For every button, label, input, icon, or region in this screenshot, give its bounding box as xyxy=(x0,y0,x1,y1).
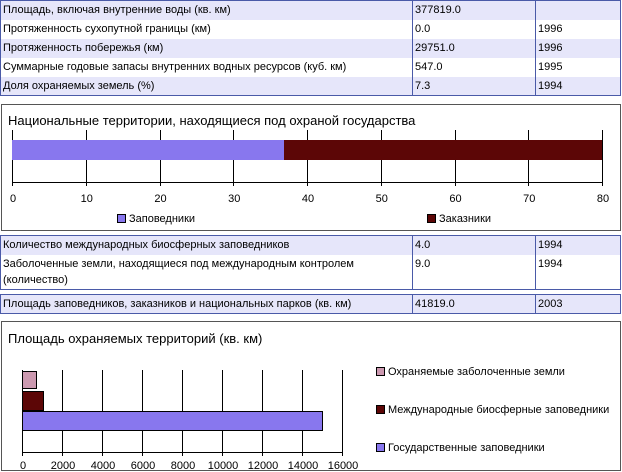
legend-item: Охраняемые заболоченные земли xyxy=(376,366,565,378)
tick-label: 80 xyxy=(596,193,610,205)
cell-value: 29751.0 xyxy=(412,38,536,58)
cell-value: 9.0 xyxy=(412,254,536,289)
tick-label: 0 xyxy=(19,460,27,472)
chart-title: Национальные территории, находящиеся под… xyxy=(8,113,416,128)
legend-item: Заказники xyxy=(427,213,491,225)
tick-label: 2000 xyxy=(50,460,76,472)
table-row: Количество международных биосферных запо… xyxy=(0,235,621,255)
table-row: Площадь, включая внутренние воды (кв. км… xyxy=(0,0,621,20)
tick-label: 50 xyxy=(375,193,388,205)
legend-label: Заповедники xyxy=(129,213,196,225)
legend-swatch xyxy=(376,443,385,452)
grid-line xyxy=(342,370,343,456)
legend-item: Международные биосферные заповедники xyxy=(376,404,609,416)
cell-label: Доля охраняемых земель (%) xyxy=(0,76,413,96)
legend-swatch xyxy=(117,214,126,223)
grid-line xyxy=(602,130,603,186)
tick-label: 70 xyxy=(523,193,536,205)
table-row: Площадь заповедников, заказников и нацио… xyxy=(0,294,621,314)
cell-year: 2003 xyxy=(535,294,621,314)
legend-label: Государственные заповедники xyxy=(388,442,545,454)
tick-label: 16000 xyxy=(327,460,359,472)
cell-year: 1996 xyxy=(535,38,621,58)
table-row: Протяженность побережья (км) 29751.0 1996 xyxy=(0,38,621,58)
tick-label: 60 xyxy=(449,193,462,205)
tick-label: 6000 xyxy=(130,460,156,472)
table-row: Заболоченные земли, находящиеся под межд… xyxy=(1,254,621,289)
cell-label: Количество международных биосферных запо… xyxy=(0,235,413,255)
legend-label: Охраняемые заболоченные земли xyxy=(388,366,565,378)
cell-year: 1994 xyxy=(535,235,621,255)
cell-year: 1996 xyxy=(535,19,621,39)
cell-label: Протяженность сухопутной границы (км) xyxy=(3,22,211,35)
legend-label: Международные биосферные заповедники xyxy=(388,404,610,416)
x-axis xyxy=(12,182,603,183)
cell-label: Площадь заповедников, заказников и нацио… xyxy=(0,294,413,314)
bar xyxy=(22,391,45,411)
cell-value: 41819.0 xyxy=(412,294,536,314)
tick-label: 0 xyxy=(9,193,17,205)
cell-year: 1994 xyxy=(535,76,621,96)
tick-label: 10 xyxy=(80,193,93,205)
protected-territories-chart: Национальные территории, находящиеся под… xyxy=(1,104,621,231)
cell-value: 547.0 xyxy=(412,57,536,77)
table-row: Доля охраняемых земель (%) 7.3 1994 xyxy=(0,76,621,96)
legend-label: Заказники xyxy=(439,213,492,225)
tick-label: 30 xyxy=(228,193,241,205)
table-row: Протяженность сухопутной границы (км) 0.0… xyxy=(1,19,621,39)
biosphere-table: Количество международных биосферных запо… xyxy=(0,235,621,290)
reserves-area-table: Площадь заповедников, заказников и нацио… xyxy=(0,294,621,314)
legend-item: Заповедники xyxy=(117,213,195,225)
tick-label: 8000 xyxy=(170,460,196,472)
cell-value: 0.0 xyxy=(412,19,536,39)
cell-year: 1994 xyxy=(535,254,621,289)
bar xyxy=(22,411,324,431)
legend-swatch xyxy=(427,214,436,223)
tick-label: 4000 xyxy=(90,460,116,472)
cell-label: Площадь, включая внутренние воды (кв. км… xyxy=(0,0,413,20)
table-row: Суммарные годовые запасы внутренних водн… xyxy=(1,57,621,77)
cell-label: Суммарные годовые запасы внутренних водн… xyxy=(3,60,347,73)
legend-swatch xyxy=(376,405,385,414)
protected-area-chart: Площадь охраняемых территорий (кв. км) 0… xyxy=(1,321,621,472)
bar-zapovedniki xyxy=(12,140,285,160)
cell-label: Протяженность побережья (км) xyxy=(0,38,413,58)
bar xyxy=(22,371,38,389)
legend-item: Государственные заповедники xyxy=(376,442,545,454)
bar-zakazniki xyxy=(284,140,602,160)
chart-title: Площадь охраняемых территорий (кв. км) xyxy=(8,331,263,346)
cell-label: Заболоченные земли, находящиеся под межд… xyxy=(3,257,354,286)
cell-value: 377819.0 xyxy=(412,0,536,20)
cell-year xyxy=(535,0,621,20)
cell-value: 4.0 xyxy=(412,235,536,255)
tick-label: 10000 xyxy=(207,460,239,472)
tick-label: 40 xyxy=(301,193,315,205)
x-axis xyxy=(22,452,343,453)
legend-swatch xyxy=(376,367,385,376)
tick-label: 20 xyxy=(154,193,167,205)
tick-label: 14000 xyxy=(287,460,319,472)
cell-value: 7.3 xyxy=(412,76,536,96)
cell-year: 1995 xyxy=(535,57,621,77)
country-stats-table: Площадь, включая внутренние воды (кв. км… xyxy=(0,0,621,96)
tick-label: 12000 xyxy=(247,460,279,472)
